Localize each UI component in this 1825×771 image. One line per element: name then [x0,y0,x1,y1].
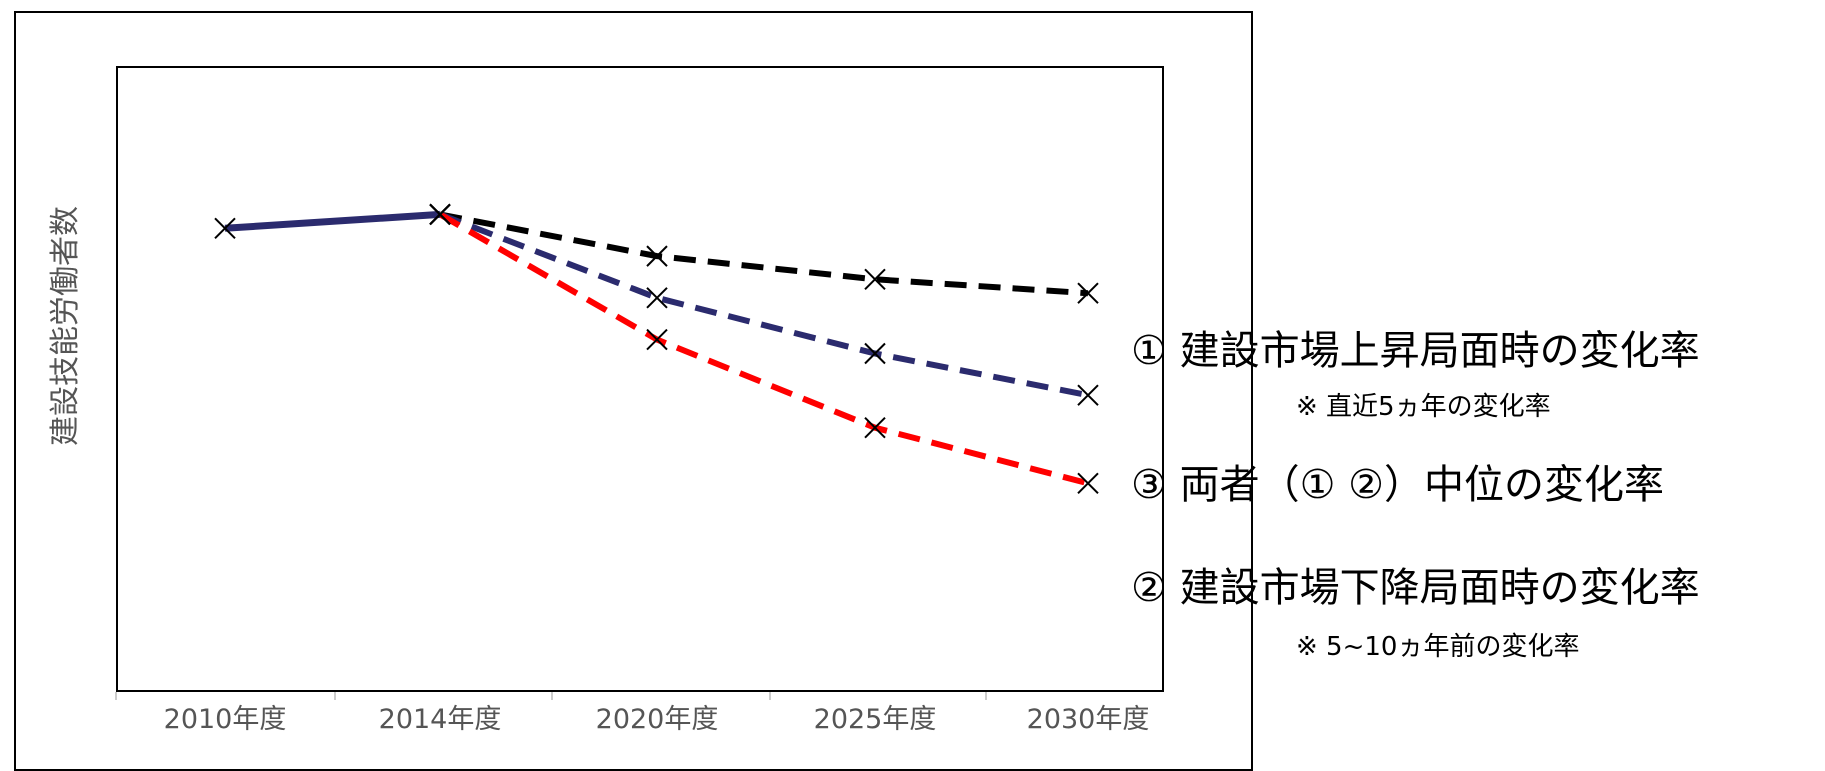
line-chart: 2010年度 2014年度 2020年度 2025年度 2030年度 [115,203,1150,735]
data-point-marker [864,268,886,291]
data-point-marker [1077,282,1099,304]
data-point-marker [214,217,236,240]
data-point-marker [864,416,886,439]
data-point-marker [1077,472,1099,495]
data-point-marker [864,342,886,365]
data-point-marker [646,328,668,351]
plot-area [116,66,1164,692]
annotation-series-2: ② 建設市場下降局面時の変化率 [1131,565,1700,611]
series-line-4 [438,211,1089,487]
x-axis: 2010年度 2014年度 2020年度 2025年度 2030年度 [115,692,1150,735]
series-line-2 [439,211,1089,297]
x-tick-label: 2020年度 [596,704,719,735]
data-point-marker [429,203,451,226]
annotation-note-2: ※ 5~10ヵ年前の変化率 [1296,632,1580,662]
x-tick-label: 2014年度 [379,704,502,735]
series-layer [214,203,1099,495]
data-point-marker [646,245,668,267]
annotation-series-1: ① 建設市場上昇局面時の変化率 [1131,328,1700,374]
x-tick-label: 2030年度 [1027,704,1150,735]
data-point-marker [646,287,668,309]
annotation-series-3: ③ 両者（① ②）中位の変化率 [1131,462,1665,508]
data-point-marker [1077,384,1099,406]
annotation-note-1: ※ 直近5ヵ年の変化率 [1296,392,1551,422]
x-tick-label: 2010年度 [164,704,287,735]
series-line-3 [438,211,1089,399]
x-tick-label: 2025年度 [814,704,937,735]
series-line-1 [224,210,441,232]
